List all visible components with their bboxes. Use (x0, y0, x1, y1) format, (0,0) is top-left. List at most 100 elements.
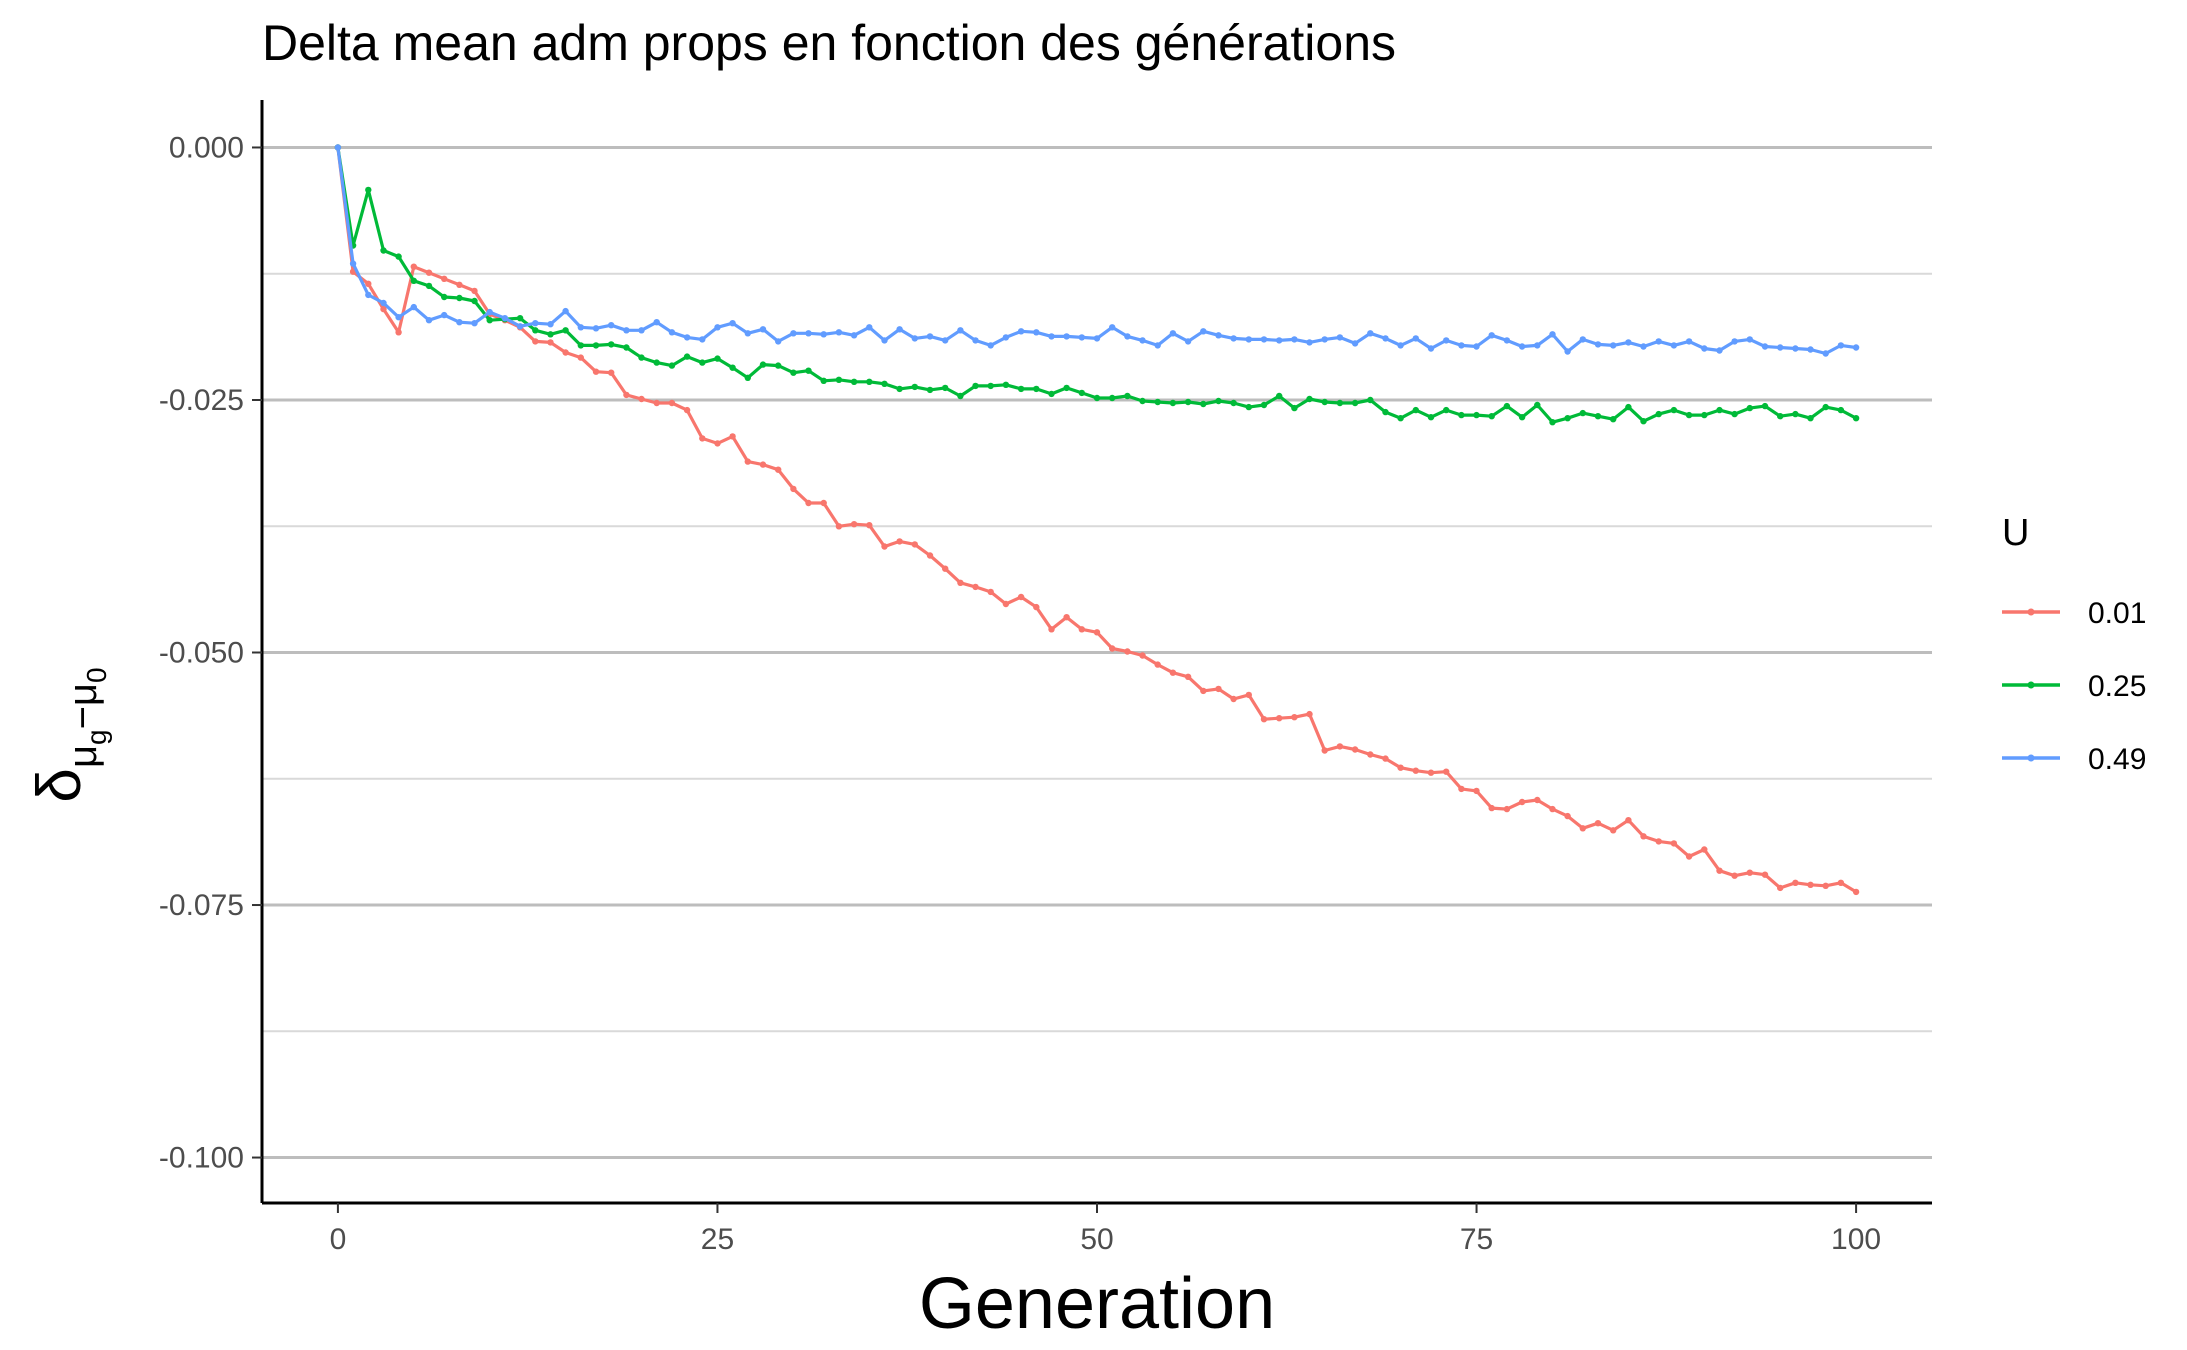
point-0.01-94 (1761, 871, 1769, 878)
point-0.49-87 (1655, 338, 1662, 345)
point-0.25-47 (1048, 390, 1055, 398)
point-0.49-22 (668, 329, 676, 336)
point-0.01-72 (1427, 769, 1435, 776)
point-0.25-3 (380, 247, 387, 254)
point-0.01-19 (623, 391, 630, 399)
point-0.49-24 (699, 336, 706, 343)
point-0.01-2 (365, 280, 372, 287)
legend: U 0.01 0.25 0.49 (2002, 512, 2146, 776)
point-0.01-70 (1397, 764, 1404, 771)
point-0.25-76 (1488, 413, 1495, 420)
point-0.01-87 (1655, 838, 1662, 845)
point-0.25-43 (987, 382, 994, 390)
point-0.49-32 (820, 331, 827, 338)
point-0.01-89 (1685, 853, 1693, 860)
point-0.25-41 (957, 392, 964, 400)
x-tick-label-4: 100 (1831, 1223, 1881, 1256)
point-0.25-94 (1761, 402, 1769, 410)
point-0.01-73 (1443, 768, 1450, 775)
point-0.25-59 (1230, 399, 1237, 407)
point-0.01-22 (668, 399, 676, 407)
series-0.01 (334, 144, 1860, 896)
point-0.49-66 (1336, 334, 1344, 341)
point-0.01-3 (380, 305, 387, 313)
point-0.49-98 (1822, 350, 1829, 357)
point-0.25-26 (729, 364, 736, 371)
legend-item-0.01: 0.01 (2002, 597, 2146, 630)
point-0.49-53 (1139, 337, 1146, 344)
point-0.25-85 (1625, 403, 1632, 411)
point-0.49-42 (972, 337, 979, 344)
point-0.49-11 (501, 315, 509, 322)
chart-title: Delta mean adm props en fonction des gén… (262, 15, 1396, 71)
point-0.01-90 (1701, 846, 1708, 853)
point-0.01-37 (896, 538, 903, 545)
point-0.25-52 (1124, 392, 1131, 400)
point-0.49-80 (1549, 331, 1556, 338)
legend-label-0.01: 0.01 (2088, 597, 2146, 630)
point-0.25-14 (547, 331, 554, 338)
point-0.25-67 (1351, 399, 1359, 407)
point-0.25-78 (1518, 414, 1526, 421)
svg-text:δμg−μ0: δμg−μ0 (25, 667, 112, 802)
y-axis-label: δμg−μ0 (25, 667, 112, 802)
grid (262, 145, 1932, 1160)
point-0.49-99 (1837, 342, 1845, 349)
point-0.01-48 (1063, 614, 1070, 621)
point-0.25-66 (1336, 399, 1344, 407)
point-0.49-41 (957, 327, 964, 334)
point-0.25-16 (577, 342, 584, 349)
point-0.01-77 (1503, 805, 1511, 813)
point-0.25-13 (532, 327, 539, 334)
point-0.01-36 (881, 543, 888, 550)
point-0.25-72 (1427, 414, 1435, 421)
point-0.25-44 (1002, 381, 1010, 388)
point-0.01-32 (820, 499, 827, 507)
legend-label-0.49: 0.49 (2088, 743, 2146, 776)
point-0.01-91 (1716, 867, 1723, 874)
point-0.49-3 (380, 299, 387, 307)
point-0.25-4 (395, 253, 402, 260)
point-0.49-62 (1276, 337, 1283, 344)
point-0.49-74 (1458, 342, 1465, 349)
point-0.25-82 (1579, 409, 1587, 417)
point-0.49-97 (1807, 346, 1814, 353)
point-0.49-95 (1777, 344, 1784, 351)
point-0.49-2 (365, 291, 372, 299)
point-0.25-81 (1564, 415, 1571, 422)
legend-key-point-0.25 (2027, 681, 2035, 689)
point-0.49-51 (1109, 324, 1116, 331)
legend-title: U (2002, 512, 2029, 554)
point-0.25-86 (1640, 418, 1647, 425)
point-0.49-10 (486, 308, 493, 316)
point-0.01-34 (850, 521, 858, 528)
point-0.49-19 (623, 327, 630, 334)
point-0.25-31 (805, 367, 812, 374)
series-0.25 (334, 144, 1860, 426)
point-0.49-82 (1579, 336, 1587, 343)
point-0.49-12 (516, 323, 524, 330)
point-0.25-23 (683, 353, 691, 360)
point-0.01-81 (1564, 812, 1571, 820)
legend-item-0.49: 0.49 (2002, 743, 2146, 776)
point-0.01-61 (1260, 716, 1268, 723)
point-0.49-43 (987, 342, 994, 349)
point-0.01-85 (1625, 817, 1632, 824)
point-0.25-42 (972, 382, 979, 390)
point-0.25-58 (1215, 397, 1222, 405)
point-0.01-14 (547, 339, 554, 346)
point-0.49-8 (456, 319, 463, 326)
point-0.25-9 (471, 297, 478, 305)
point-0.49-48 (1063, 333, 1070, 340)
point-0.01-51 (1109, 645, 1116, 652)
series-line-0.25 (336, 147, 1857, 424)
point-0.01-56 (1184, 673, 1192, 680)
y-tick-label-1: -0.025 (159, 384, 244, 417)
point-0.25-60 (1245, 403, 1253, 411)
point-0.49-89 (1685, 338, 1693, 345)
y-axis-label-sub-left: μ (61, 745, 105, 768)
point-0.25-79 (1534, 401, 1541, 409)
point-0.49-68 (1367, 330, 1374, 337)
point-0.01-64 (1306, 710, 1313, 718)
point-0.49-9 (471, 320, 478, 327)
